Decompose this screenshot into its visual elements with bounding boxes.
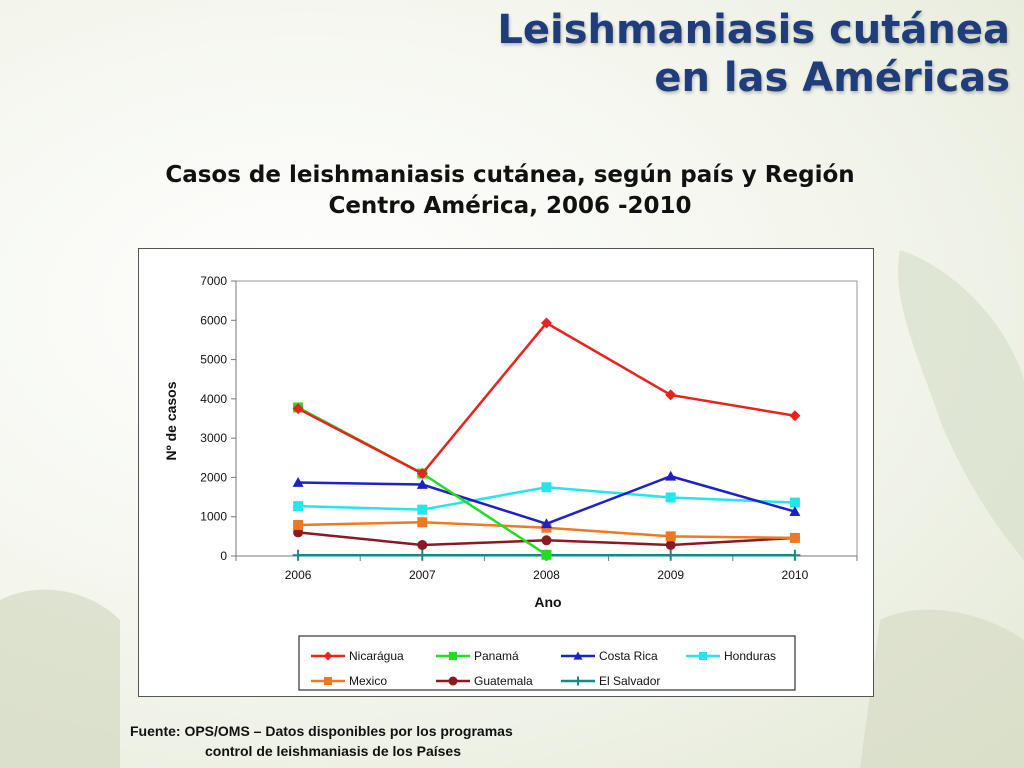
data-point — [417, 517, 428, 528]
data-point — [789, 549, 801, 561]
data-point — [665, 540, 676, 550]
y-tick-label: 5000 — [200, 353, 227, 367]
data-point — [292, 403, 304, 415]
legend-item: Guatemala — [436, 674, 533, 688]
data-point — [789, 410, 801, 422]
data-point — [292, 477, 304, 487]
data-point — [292, 549, 304, 561]
data-point — [416, 479, 428, 489]
y-axis-label: Nº de casos — [163, 381, 179, 460]
chart-frame: 0 1000 2000 3000 4000 5000 6000 7000 2006 2007 20… — [138, 248, 874, 697]
x-tick-label: 2008 — [533, 568, 560, 582]
legend-box — [298, 635, 796, 691]
y-tick-label: 3000 — [200, 431, 227, 445]
source-line-2: control de leishmaniasis de los Países — [205, 743, 461, 759]
data-point — [417, 504, 428, 515]
data-point — [789, 506, 801, 517]
series-nicarágua — [292, 317, 801, 479]
series-costa-rica — [292, 470, 801, 529]
data-point — [665, 389, 677, 401]
legend-label: Guatemala — [474, 674, 533, 688]
data-point — [541, 518, 552, 529]
x-tick-label: 2007 — [409, 568, 436, 582]
data-point — [416, 468, 428, 479]
data-point — [665, 470, 677, 481]
data-point — [417, 540, 428, 550]
y-tick-label: 6000 — [200, 313, 227, 327]
source-note: Fuente: OPS/OMS – Datos disponibles por … — [130, 721, 550, 761]
legend-marker — [323, 651, 333, 661]
data-point — [541, 549, 552, 560]
y-tick-label: 0 — [220, 549, 227, 563]
y-ticks: 0 1000 2000 3000 4000 5000 6000 7000 — [200, 274, 236, 563]
data-point — [416, 549, 428, 561]
subtitle-line-2: Centro América, 2006 -2010 — [328, 193, 692, 219]
legend-item: Costa Rica — [561, 649, 658, 663]
legend-marker — [573, 676, 583, 686]
data-point — [541, 535, 552, 546]
legend-item: Panamá — [436, 649, 519, 663]
legend-label: Nicarágua — [349, 649, 404, 663]
legend-marker — [699, 652, 707, 660]
legend-item: Honduras — [686, 649, 776, 663]
y-tick-label: 2000 — [200, 470, 227, 484]
chart-subtitle: Casos de leishmaniasis cutánea, según pa… — [100, 160, 920, 222]
x-tick-label: 2010 — [782, 568, 809, 582]
legend-marker — [324, 677, 332, 685]
source-line-1: Fuente: OPS/OMS – Datos disponibles por … — [130, 723, 513, 739]
title-line-1: Leishmaniasis cutánea — [497, 7, 1010, 53]
data-point — [789, 497, 800, 508]
x-tick-label: 2009 — [657, 568, 684, 582]
title-line-2: en las Américas — [654, 55, 1010, 101]
legend-marker — [448, 676, 458, 686]
data-point — [665, 492, 676, 503]
y-tick-label: 1000 — [200, 510, 227, 524]
legend-item: El Salvador — [561, 674, 660, 688]
data-point — [665, 549, 677, 561]
legend-label: Mexico — [349, 674, 387, 688]
slide-title: Leishmaniasis cutánea en las Américas — [497, 6, 1010, 102]
legend: Nicarágua Panamá Costa Rica Honduras Mexico G… — [311, 649, 776, 688]
x-tick-label: 2006 — [285, 568, 312, 582]
legend-marker — [573, 651, 583, 660]
data-point — [293, 501, 304, 512]
legend-label: Panamá — [474, 649, 519, 663]
data-point — [789, 532, 800, 543]
legend-label: Honduras — [724, 649, 776, 663]
y-tick-label: 7000 — [200, 274, 227, 288]
x-axis-label: Ano — [534, 594, 561, 610]
data-point — [541, 317, 552, 329]
subtitle-line-1: Casos de leishmaniasis cutánea, según pa… — [165, 162, 855, 188]
legend-label: El Salvador — [599, 674, 660, 688]
data-point — [665, 531, 676, 542]
data-point — [293, 519, 304, 530]
series-lines — [292, 317, 801, 561]
legend-item: Nicarágua — [311, 649, 404, 663]
y-tick-label: 4000 — [200, 392, 227, 406]
legend-marker — [449, 652, 457, 660]
legend-item: Mexico — [311, 674, 387, 688]
x-ticks: 2006 2007 2008 2009 2010 — [235, 556, 858, 582]
data-point — [541, 482, 552, 493]
series-honduras — [293, 482, 800, 515]
legend-label: Costa Rica — [599, 649, 658, 663]
